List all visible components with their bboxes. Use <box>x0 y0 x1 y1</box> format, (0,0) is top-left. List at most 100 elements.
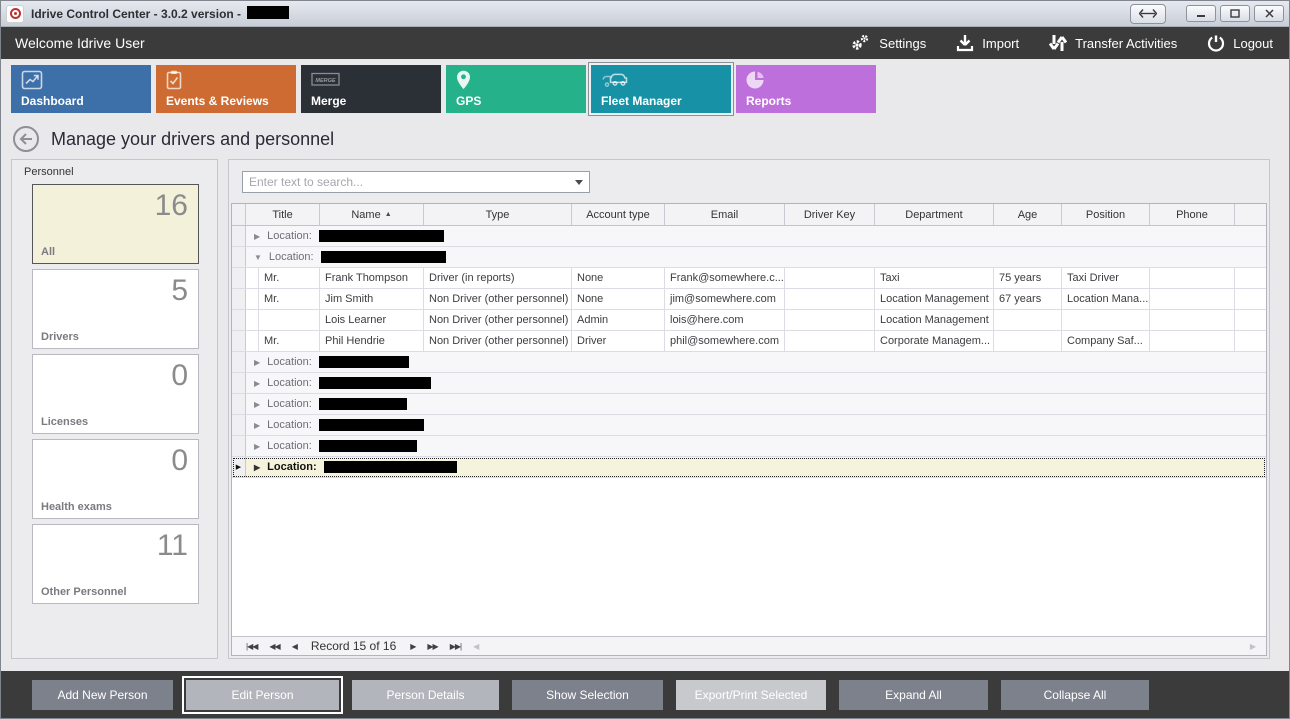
search-dropdown-button[interactable] <box>569 172 589 192</box>
location-group-row[interactable]: ▼ Location: <box>232 247 1266 268</box>
show-selection-button[interactable]: Show Selection <box>512 679 663 710</box>
close-button[interactable] <box>1254 5 1284 22</box>
location-group-row[interactable]: ▶ Location: <box>232 226 1266 247</box>
row-indicator-cell: ▶ <box>232 457 246 477</box>
location-group-row[interactable]: ▶ Location: <box>232 415 1266 436</box>
add-new-person-button[interactable]: Add New Person <box>32 679 173 710</box>
resize-button[interactable] <box>1130 3 1166 24</box>
personnel-card-licenses[interactable]: 0 Licenses <box>32 354 199 434</box>
person-details-button[interactable]: Person Details <box>352 679 499 710</box>
expand-triangle-icon[interactable]: ▶ <box>254 420 261 430</box>
person-cell-position <box>1062 310 1150 330</box>
next-record-button[interactable]: ▶ <box>410 642 416 651</box>
location-group-row[interactable]: ▶ Location: <box>232 436 1266 457</box>
expand-triangle-icon[interactable]: ▶ <box>254 231 261 241</box>
location-group-row[interactable]: ▶ Location: <box>232 394 1266 415</box>
search-input[interactable] <box>243 175 569 189</box>
person-cell-email: lois@here.com <box>665 310 785 330</box>
previous-page-button[interactable]: ◀◀ <box>269 642 280 651</box>
column-header-email[interactable]: Email <box>665 204 785 225</box>
column-header-title[interactable]: Title <box>246 204 320 225</box>
row-indicator-cell <box>232 394 246 414</box>
tab-reports[interactable]: Reports <box>736 65 876 113</box>
tab-merge[interactable]: MERGE Merge <box>301 65 441 113</box>
person-cell-account-type: Admin <box>572 310 665 330</box>
expand-triangle-icon[interactable]: ▶ <box>254 378 261 388</box>
hscroll-left-arrow[interactable]: ◀ <box>473 641 480 651</box>
column-header-age[interactable]: Age <box>994 204 1062 225</box>
person-cell-name: Lois Learner <box>320 310 424 330</box>
grid-empty-area <box>232 478 1266 636</box>
edit-person-button[interactable]: Edit Person <box>186 679 339 710</box>
expand-all-button[interactable]: Expand All <box>839 679 988 710</box>
expand-triangle-icon[interactable]: ▶ <box>254 462 261 472</box>
redacted-location-text <box>323 461 457 473</box>
previous-record-button[interactable]: ◀ <box>291 642 298 651</box>
personnel-card-health-exams[interactable]: 0 Health exams <box>32 439 199 519</box>
card-label: Health exams <box>41 501 112 513</box>
collapse-all-button[interactable]: Collapse All <box>1001 679 1149 710</box>
column-header-name[interactable]: Name ▲ <box>320 204 424 225</box>
card-count: 16 <box>154 189 188 222</box>
tab-gps[interactable]: GPS <box>446 65 586 113</box>
personnel-card-all[interactable]: 16 All <box>32 184 199 264</box>
person-row[interactable]: Lois Learner Non Driver (other personnel)… <box>232 310 1266 331</box>
grid-rows: ▶ Location: ▼ Location: Mr. Frank Thompson Dri… <box>232 226 1266 478</box>
tab-dashboard[interactable]: Dashboard <box>11 65 151 113</box>
redacted-location-text <box>318 377 431 389</box>
menu-item-logout[interactable]: Logout <box>1207 34 1273 52</box>
record-position-label: Record 15 of 16 <box>310 639 397 653</box>
tab-events-reviews[interactable]: Events & Reviews <box>156 65 296 113</box>
card-label: Licenses <box>41 416 89 428</box>
minimize-button[interactable] <box>1186 5 1216 22</box>
column-header-position[interactable]: Position <box>1062 204 1150 225</box>
export-print-selected-button[interactable]: Export/Print Selected <box>676 679 826 710</box>
next-page-button[interactable]: ▶▶ <box>427 642 438 651</box>
collapse-triangle-icon[interactable]: ▼ <box>254 252 262 262</box>
personnel-card-other-personnel[interactable]: 11 Other Personnel <box>32 524 199 604</box>
back-button[interactable] <box>13 126 39 152</box>
person-row[interactable]: Mr. Phil Hendrie Non Driver (other personn… <box>232 331 1266 352</box>
column-header-label: Type <box>485 208 510 221</box>
personnel-card-drivers[interactable]: 5 Drivers <box>32 269 199 349</box>
column-header-department[interactable]: Department <box>875 204 994 225</box>
person-cell-title: Mr. <box>259 289 320 309</box>
expand-triangle-icon[interactable]: ▶ <box>254 357 261 367</box>
first-record-button[interactable]: |◀◀ <box>246 642 258 651</box>
column-header-type[interactable]: Type <box>424 204 572 225</box>
last-record-button[interactable]: ▶▶| <box>449 642 462 651</box>
menu-item-transfer-activities[interactable]: Transfer Activities <box>1049 33 1177 53</box>
expand-triangle-icon[interactable]: ▶ <box>254 441 261 451</box>
expand-triangle-icon[interactable]: ▶ <box>254 399 261 409</box>
menu-item-import[interactable]: Import <box>956 34 1019 52</box>
column-header-driver-key[interactable]: Driver Key <box>785 204 875 225</box>
personnel-group-label: Personnel <box>24 166 74 178</box>
column-header-account-type[interactable]: Account type <box>572 204 665 225</box>
person-cell-account-type: None <box>572 268 665 288</box>
window-title: Idrive Control Center - 3.0.2 version - <box>31 6 242 21</box>
column-header-label: Position <box>1085 208 1126 221</box>
person-cell-driver-key <box>785 331 875 351</box>
personnel-grid: Title Name ▲ Type Account type Email Driver Ke… <box>231 203 1267 656</box>
power-icon <box>1207 34 1225 52</box>
location-group-row[interactable]: ▶ Location: <box>232 373 1266 394</box>
tab-fleet-manager[interactable]: Fleet Manager <box>591 65 731 113</box>
fleet-icon <box>601 70 629 88</box>
row-indicator-cell <box>232 310 246 330</box>
menu-item-settings[interactable]: Settings <box>849 33 926 53</box>
tab-label: Merge <box>311 94 347 108</box>
location-group-row[interactable]: ▶ ▶ Location: <box>232 457 1266 478</box>
page-title: Manage your drivers and personnel <box>51 128 335 149</box>
maximize-button[interactable] <box>1220 5 1250 22</box>
hscroll-right-arrow[interactable]: ▶ <box>1249 641 1256 651</box>
location-group-row[interactable]: ▶ Location: <box>232 352 1266 373</box>
group-label: Location: <box>267 419 312 431</box>
redacted-location-text <box>318 230 444 242</box>
column-header-phone[interactable]: Phone <box>1150 204 1235 225</box>
menu-item-label: Transfer Activities <box>1075 35 1178 51</box>
person-cell-title <box>259 310 320 330</box>
group-indent-cell <box>246 331 259 351</box>
person-row[interactable]: Mr. Frank Thompson Driver (in reports) None… <box>232 268 1266 289</box>
redacted-location-text <box>320 251 446 263</box>
person-row[interactable]: Mr. Jim Smith Non Driver (other personnel)… <box>232 289 1266 310</box>
